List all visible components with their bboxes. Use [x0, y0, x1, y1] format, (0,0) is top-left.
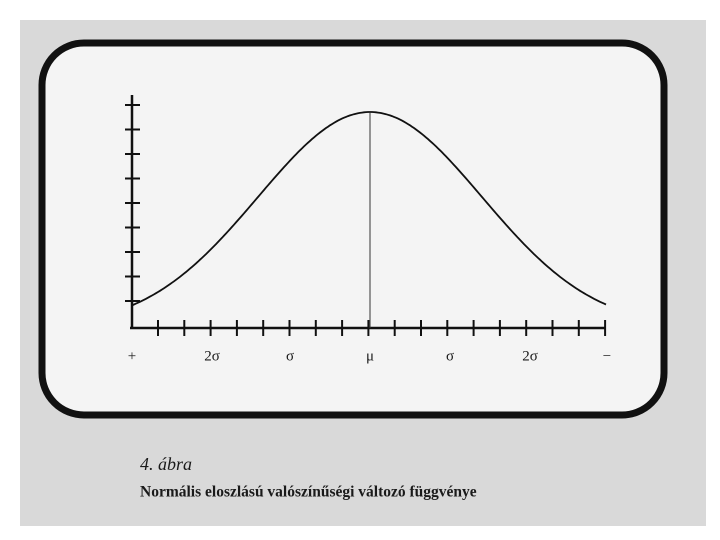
axis-label: 2σ	[204, 348, 220, 364]
caption-number: 4. ábra	[140, 454, 192, 474]
axis-label: σ	[446, 348, 454, 364]
frame	[38, 39, 668, 419]
axis-label: 2σ	[522, 348, 538, 364]
axis-label: μ	[366, 348, 374, 364]
axis-label: σ	[286, 348, 294, 364]
caption: Normális eloszlású valószínűségi változó…	[140, 484, 477, 501]
normal-curve	[131, 111, 607, 307]
axis-label: +	[128, 348, 136, 364]
axis-label: −	[603, 348, 611, 364]
